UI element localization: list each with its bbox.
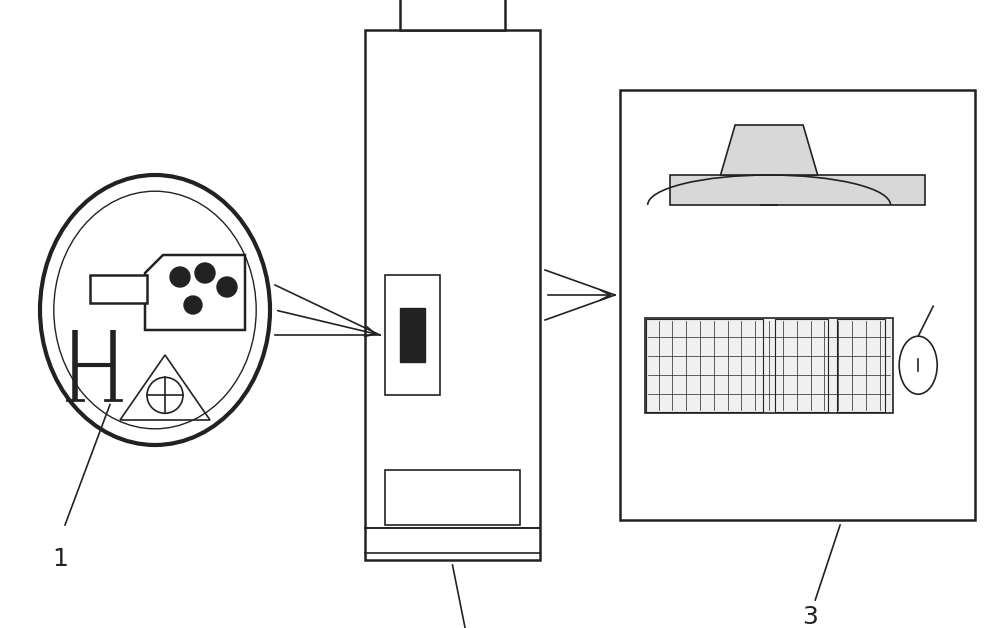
Text: 3: 3 [802, 605, 818, 628]
Bar [775, 319, 828, 411]
Circle shape [195, 263, 215, 283]
Bar [400, 0, 505, 30]
Circle shape [184, 296, 202, 314]
Bar [620, 90, 975, 520]
Circle shape [217, 277, 237, 297]
Polygon shape [721, 125, 818, 175]
Bar [385, 470, 520, 525]
Bar [90, 275, 147, 303]
Bar [646, 319, 763, 411]
Bar [385, 275, 440, 395]
Bar [837, 319, 885, 411]
Bar [670, 175, 925, 205]
Circle shape [170, 267, 190, 287]
Bar [645, 318, 893, 413]
Bar [400, 308, 425, 362]
Bar [365, 30, 540, 560]
Text: 1: 1 [52, 547, 68, 571]
